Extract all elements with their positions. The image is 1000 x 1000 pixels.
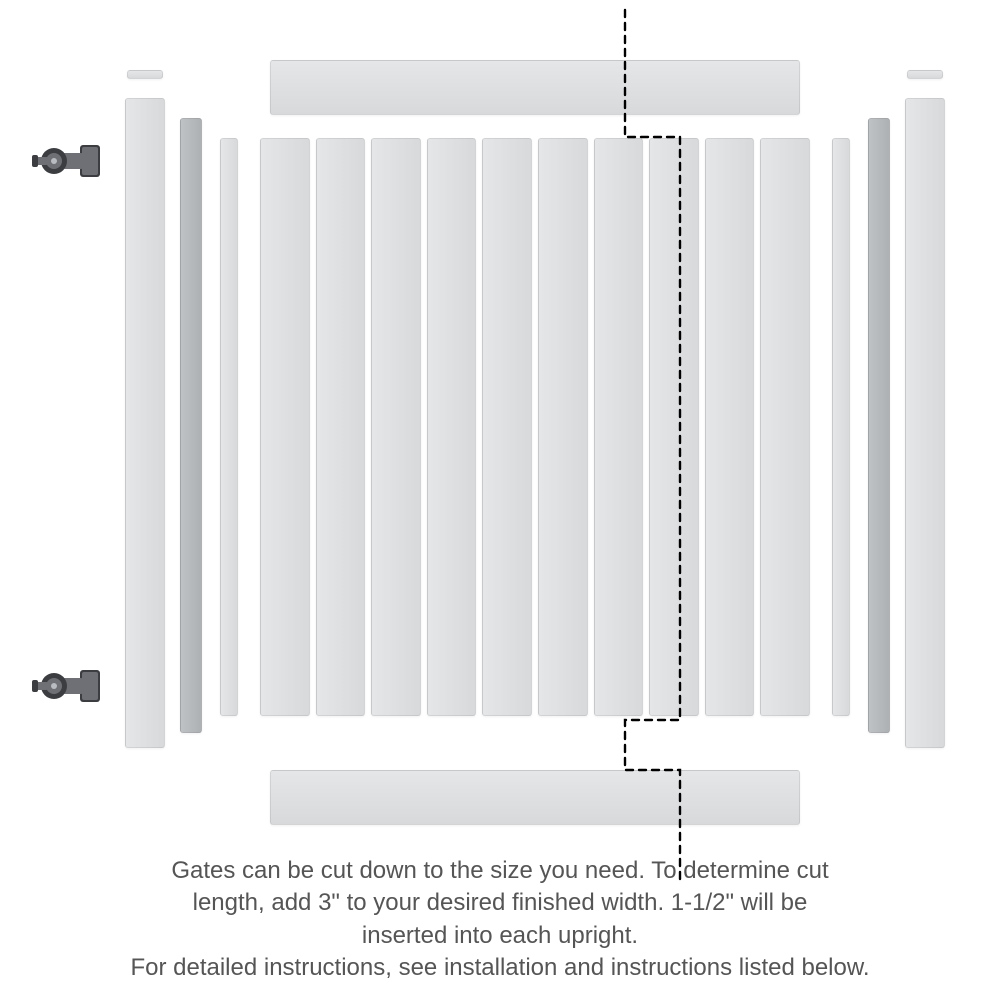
caption-line-1: Gates can be cut down to the size you ne… [0, 855, 1000, 887]
thin-strip-left [220, 138, 238, 716]
post-right [905, 98, 945, 748]
thin-strip-right [832, 138, 850, 716]
picket [594, 138, 644, 716]
picket [371, 138, 421, 716]
picket [649, 138, 699, 716]
picket [705, 138, 755, 716]
picket [316, 138, 366, 716]
gate-exploded-diagram [0, 0, 1000, 1000]
post-left [125, 98, 165, 748]
picket [538, 138, 588, 716]
insert-right [868, 118, 890, 733]
top-rail [270, 60, 800, 115]
hinge-bottom [32, 660, 102, 715]
post-cap-left [127, 70, 163, 79]
hinge-top [32, 135, 102, 190]
picket [427, 138, 477, 716]
picket [260, 138, 310, 716]
post-cap-right [907, 70, 943, 79]
caption-line-2: length, add 3" to your desired finished … [0, 887, 1000, 919]
picket [760, 138, 810, 716]
insert-left [180, 118, 202, 733]
picket [482, 138, 532, 716]
caption-line-4: For detailed instructions, see installat… [0, 952, 1000, 984]
caption: Gates can be cut down to the size you ne… [0, 855, 1000, 985]
caption-line-3: inserted into each upright. [0, 920, 1000, 952]
bottom-rail [270, 770, 800, 825]
